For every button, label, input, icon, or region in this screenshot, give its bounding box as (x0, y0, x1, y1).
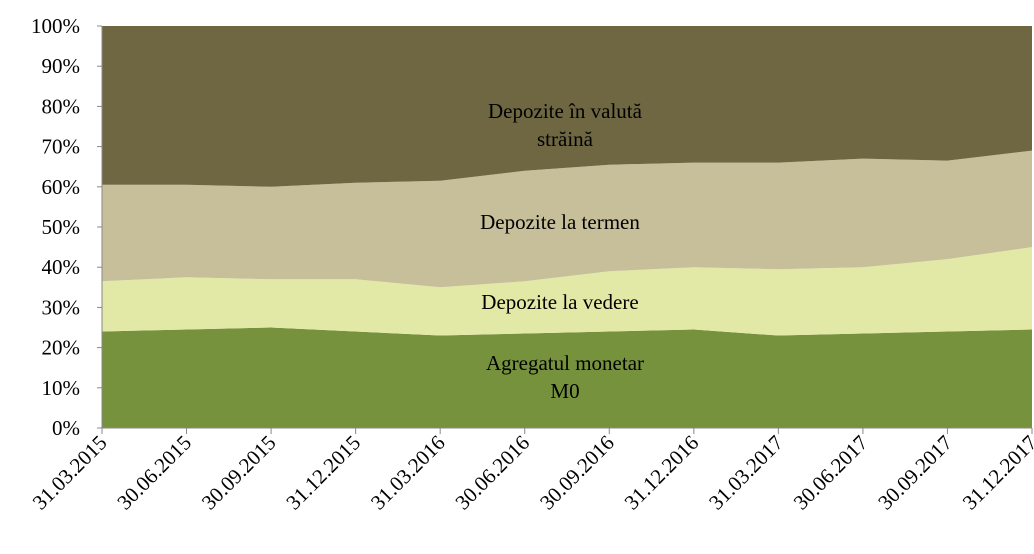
x-tick-label: 31.12.2017 (958, 431, 1034, 515)
area (102, 26, 1032, 187)
x-tick-label: 31.12.2015 (281, 431, 365, 515)
series-label: Agregatul monetar M0 (485, 351, 645, 403)
y-tick-label: 20% (42, 336, 81, 360)
x-tick-label: 31.03.2015 (28, 431, 112, 515)
x-tick-label: 30.06.2016 (450, 431, 534, 515)
y-tick-label: 30% (42, 295, 81, 319)
series-label: Depozite în valută străină (488, 99, 642, 151)
y-tick-label: 10% (42, 376, 81, 400)
y-tick-label: 90% (42, 54, 81, 78)
y-tick-label: 0% (52, 416, 80, 440)
y-tick-label: 40% (42, 255, 81, 279)
y-tick-label: 100% (31, 14, 80, 38)
y-tick-label: 70% (42, 135, 81, 159)
x-tick-label: 31.03.2016 (366, 431, 450, 515)
x-tick-label: 30.09.2017 (873, 431, 957, 515)
area (102, 150, 1032, 288)
y-tick-label: 80% (42, 94, 81, 118)
x-tick-label: 30.06.2017 (789, 431, 873, 515)
x-tick-label: 31.12.2016 (620, 431, 704, 515)
x-tick-label: 31.03.2017 (704, 431, 788, 515)
y-tick-label: 60% (42, 175, 81, 199)
x-tick-label: 30.06.2015 (112, 431, 196, 515)
x-tick-label: 30.09.2016 (535, 431, 619, 515)
y-tick-label: 50% (42, 215, 81, 239)
x-tick-label: 30.09.2015 (197, 431, 281, 515)
series-label: Depozite la vedere (481, 290, 639, 314)
series-label: Depozite la termen (480, 210, 640, 234)
area (102, 327, 1032, 428)
area (102, 247, 1032, 336)
